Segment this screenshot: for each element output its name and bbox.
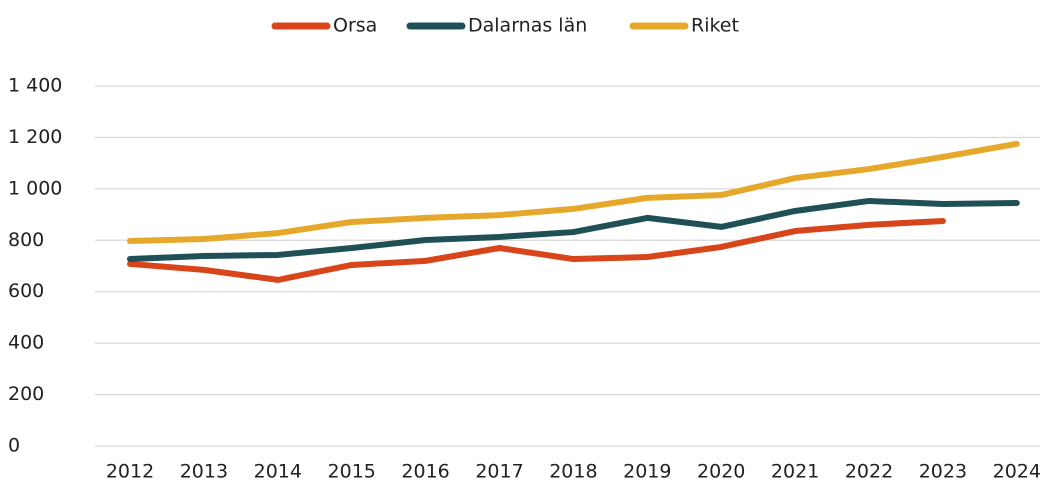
y-tick-label: 200: [8, 383, 44, 405]
legend-label: Dalarnas län: [468, 15, 587, 37]
y-tick-label: 1 400: [8, 75, 62, 97]
x-tick-label: 2023: [919, 461, 967, 483]
x-tick-label: 2017: [475, 461, 523, 483]
y-tick-label: 800: [8, 229, 44, 251]
x-tick-label: 2020: [697, 461, 745, 483]
x-tick-label: 2014: [254, 461, 302, 483]
y-tick-label: 1 000: [8, 177, 62, 199]
x-tick-label: 2024: [993, 461, 1041, 483]
legend-label: Riket: [691, 15, 739, 37]
x-tick-label: 2018: [549, 461, 597, 483]
series-line: [127, 140, 1020, 245]
x-tick-label: 2021: [771, 461, 819, 483]
y-tick-label: 400: [8, 332, 44, 354]
legend-label: Orsa: [333, 15, 377, 37]
x-tick-label: 2015: [328, 461, 376, 483]
y-tick-label: 600: [8, 280, 44, 302]
x-tick-label: 2022: [845, 461, 893, 483]
series-line: [127, 197, 1020, 263]
x-tick-label: 2019: [623, 461, 671, 483]
x-tick-label: 2012: [106, 461, 154, 483]
x-tick-label: 2013: [180, 461, 228, 483]
series-line: [127, 218, 946, 283]
x-tick-label: 2016: [401, 461, 449, 483]
y-tick-label: 0: [8, 435, 20, 457]
y-tick-label: 1 200: [8, 126, 62, 148]
